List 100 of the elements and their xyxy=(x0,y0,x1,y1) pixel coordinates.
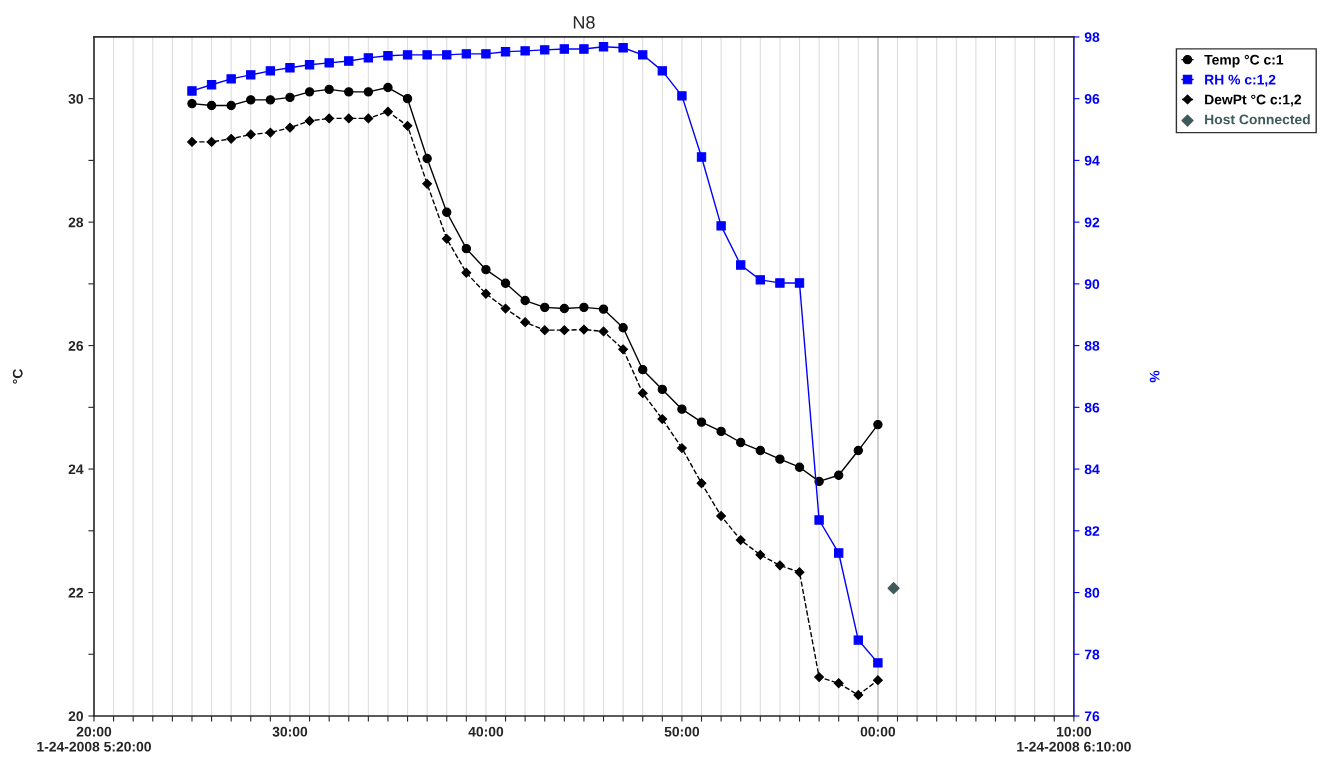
point xyxy=(481,288,491,299)
point xyxy=(402,120,413,131)
point xyxy=(304,87,315,97)
point xyxy=(834,548,844,558)
y2-tick-label: 80 xyxy=(1084,587,1100,598)
point xyxy=(696,417,707,427)
point xyxy=(618,43,628,53)
point xyxy=(500,303,511,314)
point xyxy=(657,66,668,76)
y-tick-label: 20 xyxy=(68,711,83,722)
point xyxy=(716,221,726,231)
point xyxy=(246,95,256,105)
point xyxy=(736,437,746,448)
point xyxy=(716,426,726,437)
point xyxy=(461,243,472,254)
point xyxy=(500,278,511,288)
point xyxy=(872,675,883,686)
point xyxy=(383,51,393,61)
y2-tick-label: 82 xyxy=(1084,526,1100,536)
point xyxy=(775,454,785,464)
point xyxy=(187,86,197,96)
point xyxy=(442,207,452,217)
legend-label: Temp °C c:1 xyxy=(1204,54,1284,68)
y2-tick-label: 94 xyxy=(1084,155,1100,166)
point xyxy=(265,95,276,105)
point xyxy=(637,388,648,399)
y2-tick-label: 92 xyxy=(1084,217,1100,228)
point xyxy=(853,635,863,645)
y2-tick-label: 84 xyxy=(1084,464,1100,475)
point xyxy=(324,113,335,124)
point xyxy=(226,133,237,144)
x-tick-label: 00:00 xyxy=(860,726,896,737)
point xyxy=(794,278,805,288)
point xyxy=(638,364,648,375)
point xyxy=(265,66,276,76)
x-tick-label: 10:00 1-24-2008 6:10:00 xyxy=(1017,726,1131,752)
point xyxy=(736,260,746,270)
y2-tick-label: 98 xyxy=(1084,32,1100,43)
point xyxy=(774,560,785,571)
point xyxy=(383,82,393,93)
y2-tick-label: 76 xyxy=(1084,711,1100,722)
point xyxy=(657,384,668,395)
point xyxy=(755,275,765,285)
legend-label: DewPt °C c:1,2 xyxy=(1205,94,1302,107)
point xyxy=(755,445,765,456)
point xyxy=(226,74,236,84)
point xyxy=(304,60,315,70)
point xyxy=(814,515,824,525)
point xyxy=(246,70,256,80)
point xyxy=(794,567,805,578)
y2-tick-label: 88 xyxy=(1084,340,1100,351)
point xyxy=(618,323,628,333)
point xyxy=(481,264,491,275)
y-tick-label: 22 xyxy=(68,587,84,598)
point xyxy=(481,49,491,59)
point xyxy=(618,344,629,355)
point xyxy=(461,49,472,59)
point xyxy=(578,324,589,335)
legend-label: RH % c:1,2 xyxy=(1205,74,1276,87)
point xyxy=(873,419,883,430)
point xyxy=(187,136,197,147)
point xyxy=(343,113,354,124)
point xyxy=(383,106,393,117)
point xyxy=(324,84,334,95)
point xyxy=(402,50,413,60)
point xyxy=(598,304,609,314)
point xyxy=(442,50,452,60)
point xyxy=(285,122,295,133)
y-axis-title: °C xyxy=(12,369,23,384)
point xyxy=(206,80,217,90)
point xyxy=(422,178,433,189)
point xyxy=(696,152,707,162)
point xyxy=(735,535,746,545)
point xyxy=(677,91,687,101)
point xyxy=(559,303,570,314)
point xyxy=(834,470,844,480)
y-tick-label: 28 xyxy=(68,217,84,228)
y-tick-label: 30 xyxy=(68,94,83,104)
x-tick-label: 30:00 xyxy=(272,726,308,737)
point xyxy=(814,672,825,683)
point xyxy=(187,98,197,109)
point xyxy=(598,42,609,52)
y2-tick-label: 96 xyxy=(1084,94,1100,104)
point xyxy=(500,47,511,57)
chart-title: N8 xyxy=(573,15,595,29)
point xyxy=(559,44,570,54)
point xyxy=(716,511,727,521)
point xyxy=(598,326,609,337)
point xyxy=(206,100,217,111)
point xyxy=(363,53,374,63)
point xyxy=(520,295,530,306)
point xyxy=(285,92,295,103)
x-tick-label: 20:00 1-24-2008 5:20:00 xyxy=(37,726,151,752)
point xyxy=(853,445,863,456)
point xyxy=(853,690,864,700)
y2-tick-label: 90 xyxy=(1084,279,1100,290)
point xyxy=(775,278,785,288)
point xyxy=(304,115,315,126)
point xyxy=(833,678,844,689)
point xyxy=(873,658,883,668)
